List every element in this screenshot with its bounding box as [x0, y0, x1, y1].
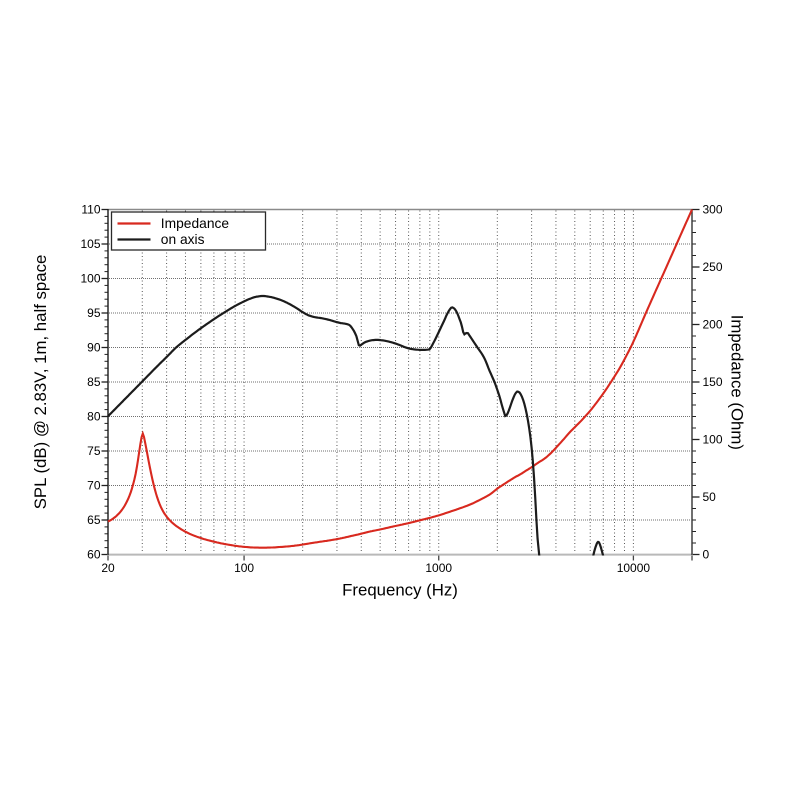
svg-text:Impedance: Impedance [161, 216, 230, 231]
svg-text:Impedance (Ohm): Impedance (Ohm) [727, 315, 746, 450]
svg-text:100: 100 [234, 561, 254, 575]
svg-text:65: 65 [87, 513, 101, 527]
svg-text:100: 100 [80, 272, 100, 286]
svg-text:80: 80 [87, 410, 101, 424]
svg-text:90: 90 [87, 341, 101, 355]
svg-text:SPL (dB) @ 2.83V, 1m, half spa: SPL (dB) @ 2.83V, 1m, half space [31, 255, 50, 510]
svg-text:10000: 10000 [617, 561, 651, 575]
svg-text:100: 100 [703, 433, 723, 447]
svg-text:on axis: on axis [161, 232, 205, 247]
svg-text:60: 60 [87, 548, 101, 562]
svg-text:75: 75 [87, 444, 101, 458]
svg-text:110: 110 [81, 203, 100, 217]
svg-text:95: 95 [87, 306, 101, 320]
svg-text:0: 0 [703, 548, 710, 562]
svg-text:300: 300 [703, 203, 723, 217]
svg-text:200: 200 [703, 318, 723, 332]
svg-text:150: 150 [703, 375, 723, 389]
svg-text:85: 85 [87, 375, 101, 389]
svg-text:250: 250 [703, 260, 723, 274]
svg-text:1000: 1000 [425, 561, 452, 575]
svg-text:50: 50 [703, 490, 717, 504]
svg-text:105: 105 [80, 237, 100, 251]
svg-text:Frequency (Hz): Frequency (Hz) [342, 581, 458, 600]
svg-text:70: 70 [87, 479, 101, 493]
svg-text:20: 20 [101, 561, 115, 575]
